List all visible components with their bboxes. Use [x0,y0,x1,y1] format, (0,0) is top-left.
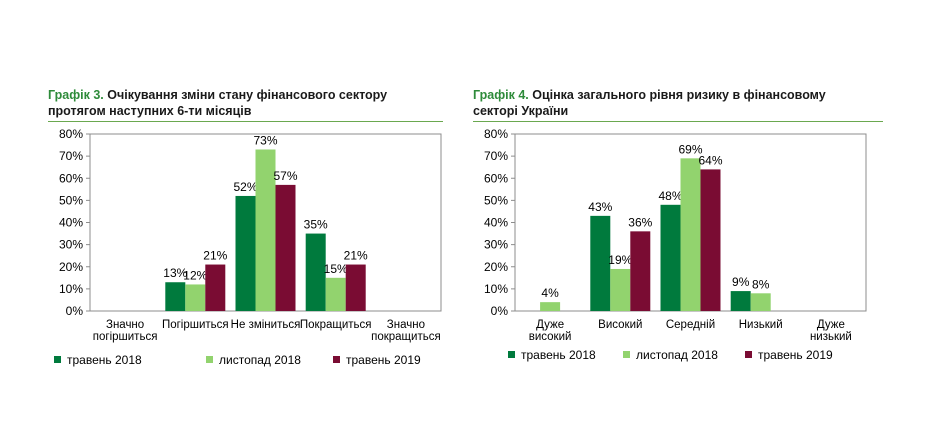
data-label: 21% [344,249,368,263]
chart-title-line1: Оцінка загального рівня ризику в фінансо… [528,88,826,102]
x-tick-label: Значно [387,319,425,331]
x-tick-label: низький [810,331,852,343]
data-label: 35% [304,218,328,232]
legend-label: травень 2019 [346,353,421,367]
data-label: 52% [233,180,257,194]
data-label: 43% [588,200,612,214]
bar [345,264,366,311]
legend-swatch [745,351,752,358]
y-tick-label: 20% [59,260,83,274]
bar [630,231,651,311]
x-tick-label: Дуже [536,319,564,331]
y-tick-label: 80% [484,127,508,141]
data-label: 21% [203,249,227,263]
bar [235,195,256,311]
x-tick-label: Покращиться [300,319,372,331]
legend-swatch [333,356,340,363]
data-label: 57% [273,169,297,183]
legend-label: травень 2018 [67,353,142,367]
x-tick-label: високий [529,331,572,343]
chart-title-line2: секторі України [473,104,569,118]
legend-label: травень 2019 [758,348,833,362]
data-label: 9% [732,275,750,289]
bar [205,264,226,311]
legend-swatch [206,356,213,363]
legend-label: листопад 2018 [636,348,718,362]
bar-chart-risk: 0%10%20%30%40%50%60%70%80%Дужевисокий4%В… [484,127,867,362]
y-tick-label: 10% [484,282,508,296]
y-tick-label: 30% [484,238,508,252]
bar [305,233,326,311]
title-divider [48,121,443,122]
chart-block-expectations: Графік 3. Очікування зміни стану фінансо… [48,0,443,428]
y-tick-label: 20% [484,260,508,274]
data-label: 19% [608,253,632,267]
x-tick-label: Не зміниться [231,319,301,331]
y-tick-label: 70% [59,149,83,163]
bar [540,302,561,311]
x-tick-label: Дуже [817,319,845,331]
data-label: 36% [628,215,652,229]
y-tick-label: 50% [59,193,83,207]
data-label: 48% [658,189,682,203]
y-tick-label: 80% [59,127,83,141]
y-tick-label: 70% [484,149,508,163]
bar [275,184,296,311]
x-tick-label: покращиться [371,331,441,343]
data-label: 12% [183,268,207,282]
data-label: 73% [253,133,277,147]
y-tick-label: 10% [59,282,83,296]
bar [185,284,206,311]
chart-title: Графік 3. Очікування зміни стану фінансо… [48,87,387,119]
chart-title-line2: протягом наступних 6-ти місяців [48,104,252,118]
legend-swatch [623,351,630,358]
chart-title-prefix: Графік 3. [48,88,104,102]
bar [325,277,346,311]
y-tick-label: 60% [59,171,83,185]
legend-swatch [54,356,61,363]
chart-block-risk: Графік 4. Оцінка загального рівня ризику… [473,0,883,428]
data-label: 8% [752,277,770,291]
legend-label: травень 2018 [521,348,596,362]
y-tick-label: 50% [484,193,508,207]
title-divider [473,121,883,122]
x-tick-label: Низький [739,319,783,331]
data-label: 15% [324,262,348,276]
legend-swatch [508,351,515,358]
chart-title-line1: Очікування зміни стану фінансового секто… [103,88,388,102]
bar [750,293,771,311]
y-tick-label: 40% [484,216,508,230]
y-tick-label: 40% [59,216,83,230]
chart-title: Графік 4. Оцінка загального рівня ризику… [473,87,826,119]
bar [255,149,276,311]
y-tick-label: 0% [66,304,84,318]
data-label: 69% [678,142,702,156]
data-label: 13% [163,266,187,280]
bar [165,282,186,311]
chart-title-prefix: Графік 4. [473,88,529,102]
x-tick-label: Середній [666,319,715,331]
x-tick-label: Значно [106,319,144,331]
y-tick-label: 30% [59,238,83,252]
bar-chart-expectations: 0%10%20%30%40%50%60%70%80%Значнопогіршит… [54,127,442,367]
data-label: 4% [541,286,559,300]
y-tick-label: 60% [484,171,508,185]
x-tick-label: Високий [598,319,642,331]
bar [610,268,631,311]
bar [590,215,611,311]
x-tick-label: погіршиться [93,331,158,343]
bar [680,158,701,311]
legend-label: листопад 2018 [219,353,301,367]
y-tick-label: 0% [491,304,509,318]
bar [660,204,681,311]
data-label: 64% [698,153,722,167]
bar [700,169,721,311]
bar [730,291,751,311]
x-tick-label: Погіршиться [162,319,229,331]
